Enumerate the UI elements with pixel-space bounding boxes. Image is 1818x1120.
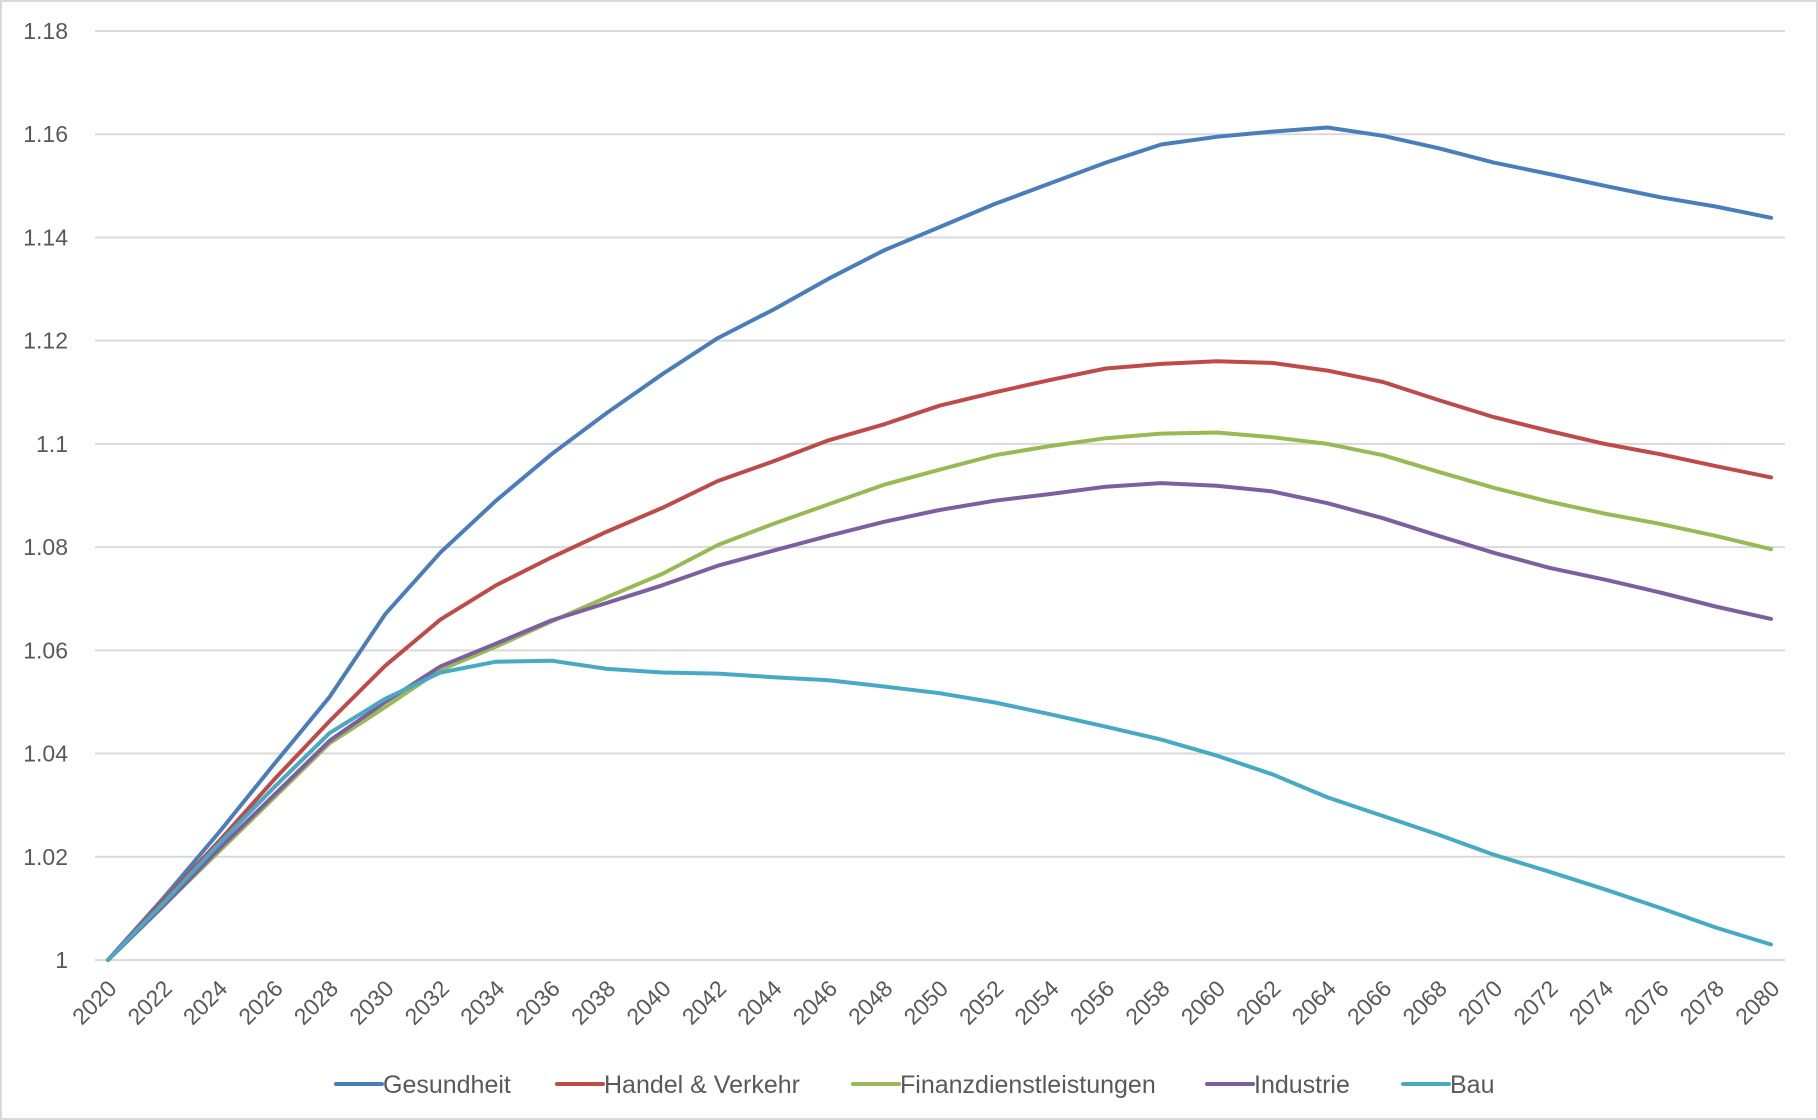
y-tick-label: 1.18: [23, 18, 68, 44]
y-tick-label: 1.04: [23, 741, 68, 767]
legend-item: Gesundheit: [334, 1071, 511, 1099]
y-tick-label: 1.16: [23, 121, 68, 147]
y-tick-label: 1: [55, 947, 68, 973]
y-tick-label: 1.02: [23, 844, 68, 870]
legend-item: Industrie: [1205, 1071, 1350, 1099]
legend-label: Handel & Verkehr: [604, 1071, 800, 1099]
y-tick-label: 1.12: [23, 328, 68, 354]
y-tick-label: 1.1: [36, 431, 68, 457]
legend-label: Industrie: [1254, 1071, 1350, 1099]
legend-item: Bau: [1401, 1071, 1494, 1099]
series-line-industrie: [106, 481, 1773, 962]
y-tick-label: 1.08: [23, 534, 68, 560]
series-line-finanzdienstleistungen: [106, 430, 1773, 962]
legend-label: Bau: [1450, 1071, 1494, 1099]
series-line-bau: [106, 658, 1773, 962]
series-line-handel-verkehr: [106, 359, 1773, 962]
y-tick-label: 1.14: [23, 224, 68, 250]
y-tick-label: 1.06: [23, 637, 68, 663]
legend-item: Finanzdienstleistungen: [851, 1071, 1156, 1099]
series-line-gesundheit: [106, 125, 1773, 962]
legend-label: Finanzdienstleistungen: [900, 1071, 1156, 1099]
legend-item: Handel & Verkehr: [555, 1071, 800, 1099]
legend-label: Gesundheit: [383, 1071, 511, 1099]
